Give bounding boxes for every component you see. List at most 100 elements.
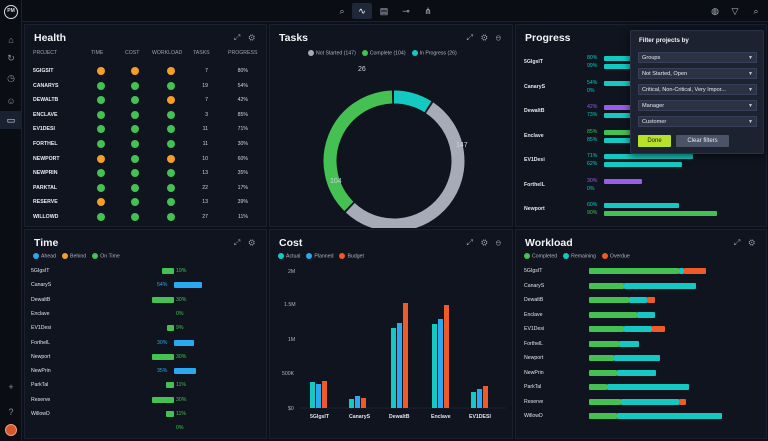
workload-bar-completed xyxy=(589,384,607,390)
refresh-icon[interactable]: ↻ xyxy=(7,53,15,63)
progress-pct-a: 54% xyxy=(587,79,598,86)
time-status-dot xyxy=(97,96,105,105)
project-name[interactable]: EV1DESI xyxy=(33,126,55,133)
legend-not-started: Not Started (147) xyxy=(308,50,356,56)
workload-bar-completed xyxy=(589,282,624,289)
bar-canarys-planned xyxy=(355,396,360,408)
progress-row-label: 5GIgsIT xyxy=(524,59,544,65)
progress-pct-b: 73% xyxy=(587,112,598,118)
column-header: WORKLOAD xyxy=(152,50,183,56)
workload-row-label: ParkTal xyxy=(524,384,542,390)
zoom-icon[interactable]: ⌕ xyxy=(339,6,345,16)
workload-bar-completed xyxy=(589,297,629,303)
workload-bar-completed xyxy=(589,369,617,376)
help-icon[interactable]: ◍ xyxy=(711,6,719,16)
workload-bar-completed xyxy=(589,311,637,318)
workload-row-label: 5GIgsIT xyxy=(524,268,543,274)
hierarchy-icon[interactable]: ⋔ xyxy=(424,6,432,16)
project-name[interactable]: PARKTAL xyxy=(33,184,58,191)
bar-dewaltb-planned xyxy=(397,323,402,408)
filter-icon[interactable]: ▽ xyxy=(731,6,739,16)
progress-pct-b: 0% xyxy=(587,185,595,192)
project-name[interactable]: DEWALTB xyxy=(33,97,59,104)
cost-chart: 2M 1.5M 1M 500K $0 5GIgsIT CanaryS Dewa xyxy=(282,269,506,420)
time-row-label: CanaryS xyxy=(31,282,52,289)
people-icon[interactable]: ☺ xyxy=(6,96,16,106)
progress-value: 39% xyxy=(237,199,248,206)
project-name[interactable]: NEWPRIN xyxy=(33,170,58,177)
tick-0: $0 xyxy=(288,406,294,412)
help-circle-icon[interactable]: ? xyxy=(8,407,14,417)
progress-row-label: Newport xyxy=(524,206,545,212)
bar-dewaltb-budget xyxy=(403,303,408,408)
workload-status-dot xyxy=(167,169,175,178)
project-name[interactable]: ENCLAVE xyxy=(33,111,58,118)
progress-value: 60% xyxy=(237,155,248,162)
progress-bar-a xyxy=(604,178,642,184)
cat-dewaltb: DewaltB xyxy=(389,414,410,420)
workload-bar-completed xyxy=(589,355,614,361)
time-pct: 30% xyxy=(176,296,187,303)
project-name[interactable]: RESERVE xyxy=(33,199,58,206)
time-bar-on-time xyxy=(166,411,174,417)
panel-title: Time xyxy=(34,237,59,249)
home-icon[interactable]: ⌂ xyxy=(8,35,14,45)
donut-in-progress[interactable] xyxy=(393,90,432,113)
progress-row-label: CanaryS xyxy=(524,83,546,90)
cost-legend: Actual Planned Budget xyxy=(278,253,364,259)
time-status-dot xyxy=(97,81,105,90)
groups-select[interactable]: Groups ▼ xyxy=(638,52,757,63)
project-name[interactable]: CANARYS xyxy=(33,82,59,89)
clipboard-icon[interactable]: ▤ xyxy=(379,6,389,16)
progress-pct-b: 0% xyxy=(587,87,595,94)
filter-title: Filter projects by xyxy=(639,37,689,44)
workload-bar-completed xyxy=(589,268,679,274)
search-icon[interactable]: ⌕ xyxy=(753,6,759,16)
done-button[interactable]: Done xyxy=(638,135,671,147)
clock-icon[interactable]: ◷ xyxy=(7,73,15,83)
app-logo[interactable]: PM xyxy=(4,5,18,19)
status-select[interactable]: Not Started, Open ▼ xyxy=(638,68,757,79)
link-icon[interactable]: ⊸ xyxy=(402,6,410,16)
task-count: 11 xyxy=(202,126,208,133)
project-name[interactable]: NEWPORT xyxy=(33,155,60,162)
briefcase-icon[interactable]: ▭ xyxy=(0,111,22,129)
panel-icons[interactable]: ⤢ ⚙ xyxy=(233,238,258,247)
time-pct: 11% xyxy=(176,382,186,389)
customer-select[interactable]: Customer ▼ xyxy=(638,116,757,127)
workload-row-label: DewaltB xyxy=(524,297,544,303)
time-status-dot xyxy=(97,198,105,207)
workload-bar-completed xyxy=(589,326,624,332)
progress-row-label: ForthelL xyxy=(524,181,545,188)
donut-complete[interactable] xyxy=(323,90,393,211)
bar-ev1desi-planned xyxy=(477,389,482,408)
panel-icons[interactable]: ⤢ ⚙ ⊖ xyxy=(466,238,504,247)
project-name[interactable]: FORTHEL xyxy=(33,141,58,147)
pulse-icon[interactable]: ∿ xyxy=(352,3,372,19)
user-avatar[interactable] xyxy=(5,424,17,436)
workload-status-dot xyxy=(167,125,175,134)
workload-bar-overdue xyxy=(647,297,655,303)
time-pct: 11% xyxy=(176,411,186,417)
workload-row-label: ForthelL xyxy=(524,340,544,347)
cat-canarys: CanaryS xyxy=(349,414,371,420)
project-name[interactable]: WILLOWD xyxy=(33,214,59,220)
panel-icons[interactable]: ⤢ ⚙ ⊖ xyxy=(466,33,504,42)
add-icon[interactable]: + xyxy=(8,382,14,392)
tick-500k: 500K xyxy=(282,371,295,377)
task-count: 13 xyxy=(202,170,208,177)
time-pct: 0% xyxy=(176,425,184,432)
bar-ev1desi-actual xyxy=(471,392,476,408)
project-name[interactable]: 5GIGSIT xyxy=(33,68,54,74)
legend-complete: Complete (104) xyxy=(361,50,406,56)
legend-ahead: Ahead xyxy=(33,253,56,259)
panel-icons[interactable]: ⤢ ⚙ xyxy=(733,238,758,247)
panel-icons[interactable]: ⤢ ⚙ xyxy=(233,33,258,42)
workload-panel: Workload ⤢ ⚙ Completed Remaining Overdue xyxy=(515,229,767,439)
donut-not-started[interactable] xyxy=(345,102,465,228)
time-status-dot xyxy=(97,110,105,119)
clear-filters-button[interactable]: Clear filters xyxy=(676,135,729,147)
manager-select[interactable]: Manager ▼ xyxy=(638,100,757,111)
label-complete: 104 xyxy=(330,178,342,185)
priority-select[interactable]: Critical, Non-Critical, Very Impor... ▼ xyxy=(638,84,757,95)
